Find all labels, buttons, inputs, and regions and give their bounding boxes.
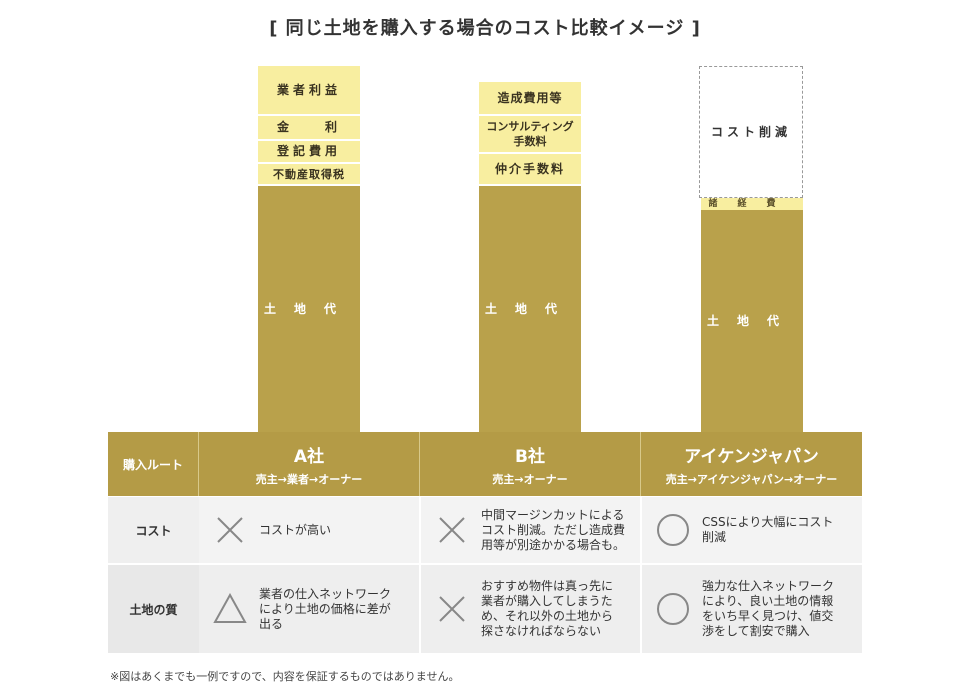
bar-b-consulting-line2: 手数料 [513,135,547,148]
cell-a-quality: 業者の仕入ネットワーク により土地の価格に差が 出る [199,565,419,653]
cell-text: CSSにより大幅にコスト 削減 [702,515,834,544]
bar-b-consulting: コンサルティング 手数料 [479,116,581,152]
company-name-b: B社 [515,446,545,467]
bar-a-interest: 金 利 [258,116,360,139]
cell-text: 業者の仕入ネットワーク により土地の価格に差が 出る [259,586,392,631]
row-label-cost: コスト [108,497,199,563]
cell-b-cost: 中間マージンカットによる コスト削減。ただし造成費 用等が別途かかる場合も。 [421,497,640,563]
bar-b-brokerage: 仲介手数料 [479,154,581,184]
cross-icon [435,592,469,626]
bar-c-land: 土地代 [701,210,803,432]
company-name-a: A社 [293,446,325,467]
column-header-b: B社 売主→オーナー [420,432,641,496]
bar-b-construction: 造成費用等 [479,82,581,114]
route-b: 売主→オーナー [492,472,568,486]
route-a: 売主→業者→オーナー [255,472,363,486]
circle-icon [656,592,690,626]
cell-a-cost: コストが高い [199,497,419,563]
cell-c-cost: CSSにより大幅にコスト 削減 [642,497,862,563]
cell-text: コストが高い [259,522,332,537]
company-name-c: アイケンジャパン [684,446,819,467]
chart-title: [ 同じ土地を購入する場合のコスト比較イメージ ] [269,18,701,39]
cell-text: おすすめ物件は真っ先に 業者が購入してしまうた め、それ以外の土地から 探さなければな… [481,579,614,638]
bar-a-tax: 不動産取得税 [258,164,360,184]
route-label-cell: 購入ルート [108,432,199,496]
bar-b-consulting-line1: コンサルティング [486,120,574,133]
cross-icon [435,513,469,547]
triangle-icon [213,592,247,626]
route-c: 売主→アイケンジャパン→オーナー [665,472,838,486]
cross-icon [213,513,247,547]
bar-b-land: 土地代 [479,186,581,432]
cell-text: 強力な仕入ネットワーク により、良い土地の情報 をいち早く見つけ、値交 渉をして割安で… [702,579,835,638]
disclaimer-note: ※図はあくまでも一例ですので、内容を保証するものではありません。 [110,670,460,683]
column-header-c: アイケンジャパン 売主→アイケンジャパン→オーナー [641,432,862,496]
bar-c-misc: 諸経費 [701,198,803,210]
bar-a-land: 土地代 [258,186,360,432]
circle-icon [656,513,690,547]
cell-text: 中間マージンカットによる コスト削減。ただし造成費 用等が別途かかる場合も。 [481,507,626,552]
bar-a-profit: 業者利益 [258,66,360,114]
bar-c-cost-reduction: コスト削減 [699,66,803,198]
cell-c-quality: 強力な仕入ネットワーク により、良い土地の情報 をいち早く見つけ、値交 渉をして割安で… [642,565,862,653]
cell-b-quality: おすすめ物件は真っ先に 業者が購入してしまうた め、それ以外の土地から 探さなければな… [421,565,640,653]
route-label: 購入ルート [122,457,183,472]
column-header-a: A社 売主→業者→オーナー [199,432,420,496]
row-label-quality: 土地の質 [108,565,199,653]
bar-a-registration: 登記費用 [258,141,360,162]
